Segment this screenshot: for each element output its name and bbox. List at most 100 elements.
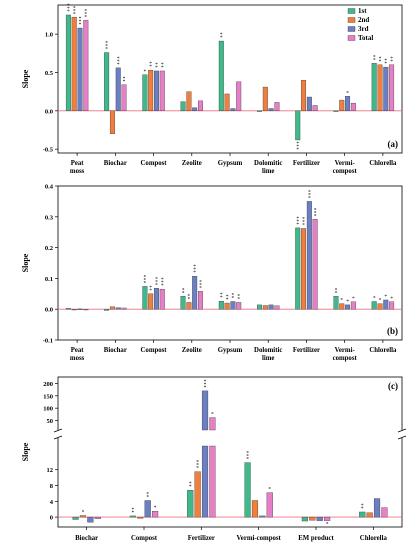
bar-1st-8 <box>371 301 377 310</box>
x-tick-label: Zeolite <box>182 160 202 167</box>
bar-3rd-2 <box>201 445 209 518</box>
significance-label: * <box>82 510 85 516</box>
bar-total-3 <box>266 492 273 518</box>
bar-2nd-1 <box>109 110 115 135</box>
axis-break-mark <box>53 435 63 440</box>
significance-label: ** <box>384 58 387 67</box>
bar-3rd-6 <box>306 201 312 310</box>
legend-swatch-3rd <box>347 26 356 32</box>
significance-label: ** <box>188 293 191 302</box>
y-tick-label: 200 <box>43 381 53 388</box>
bar-total-4 <box>324 516 331 521</box>
significance-label: *** <box>79 16 82 28</box>
bar-1st-3 <box>180 296 186 310</box>
bar-3rd-6 <box>306 96 312 111</box>
x-tick-label: Fertilizer <box>293 160 320 167</box>
significance-label: ** <box>390 56 393 65</box>
x-tick-label: Dolomitic lime <box>254 347 282 362</box>
bar-1st-6 <box>295 110 301 141</box>
bar-1st-2 <box>142 74 148 111</box>
y-tick-label: 12 <box>47 467 54 474</box>
significance-label: ** <box>149 61 152 70</box>
significance-label: ** <box>155 62 158 71</box>
significance-label: * <box>352 296 355 302</box>
bar-3rd-5 <box>373 498 381 518</box>
significance-label: * <box>143 69 146 75</box>
bar-1st-6 <box>295 227 301 310</box>
bar-1st-2 <box>142 286 148 310</box>
bar-2nd-7 <box>339 99 345 111</box>
significance-label: ** <box>220 292 223 301</box>
y-tick-label: 0.0 <box>45 307 53 314</box>
x-tick-label: Compost <box>131 535 158 542</box>
axis-break-mark <box>397 428 407 433</box>
y-tick-label: 150 <box>43 393 53 400</box>
x-tick-label: Vermi-compost <box>237 535 282 542</box>
y-axis-label: Slope <box>21 253 30 272</box>
legend-label: Total <box>358 34 373 42</box>
significance-label: *** <box>155 276 158 288</box>
x-tick-label: Vermi-compost <box>333 347 358 362</box>
legend-label: 3rd <box>358 25 369 33</box>
significance-label: ** <box>335 287 338 296</box>
bar-1st-1 <box>104 52 110 111</box>
x-tick-label: Zeolite <box>182 347 202 354</box>
bar-3rd-3 <box>259 515 266 518</box>
significance-label: *** <box>67 3 70 15</box>
bar-2nd-6 <box>301 228 307 310</box>
significance-label: *** <box>204 379 207 391</box>
bar-total-5 <box>274 102 280 111</box>
bar-2nd-5 <box>366 512 373 518</box>
significance-label: * <box>346 299 349 305</box>
significance-label: *** <box>199 279 202 291</box>
bar-2nd-7 <box>339 303 345 310</box>
significance-label: *** <box>161 277 164 289</box>
bar-total-7 <box>350 301 356 310</box>
significance-label: *** <box>193 264 196 276</box>
significance-label: ** <box>149 285 152 294</box>
bar-1st-0 <box>65 308 71 310</box>
bar-2nd-3 <box>186 91 192 111</box>
panel-label: (c) <box>388 381 398 391</box>
legend-label: 1st <box>358 7 367 15</box>
significance-label: ** <box>232 293 235 302</box>
legend-swatch-2nd <box>347 17 356 23</box>
significance-label: * <box>340 298 343 304</box>
legend-swatch-total <box>347 35 356 41</box>
significance-label: *** <box>296 141 299 153</box>
bar-2nd-6 <box>301 79 307 111</box>
bar-3rd-0 <box>77 27 83 111</box>
bar-1st-1 <box>129 515 136 518</box>
significance-label: *** <box>314 207 317 219</box>
significance-label: * <box>268 487 271 493</box>
legend-swatch-1st <box>347 8 356 14</box>
plot-frame <box>57 185 403 341</box>
x-tick-label: Biochar <box>75 535 98 542</box>
significance-label: * <box>346 90 349 96</box>
significance-label: ** <box>132 507 135 516</box>
bar-1st-0 <box>65 14 71 111</box>
significance-label: *** <box>73 5 76 17</box>
significance-label: ** <box>161 62 164 71</box>
x-tick-label: EM product <box>298 535 334 542</box>
bar-3rd-7 <box>345 96 351 111</box>
significance-label: *** <box>296 216 299 228</box>
significance-label: * <box>379 298 382 304</box>
bar-total-5 <box>381 507 388 518</box>
bar-3rd-2 <box>153 70 159 111</box>
bar-total-3 <box>198 100 203 111</box>
bar-2nd-0 <box>79 515 87 518</box>
bar-3rd-7 <box>345 304 351 310</box>
y-tick-label: 4 <box>50 499 54 506</box>
significance-label: * <box>373 296 376 302</box>
y-tick-label: -0.1 <box>43 338 53 345</box>
x-tick-label: Gypsum <box>218 160 243 167</box>
bar-3rd-1 <box>115 307 121 310</box>
bar-1st-4 <box>218 40 224 111</box>
axis-break-mark <box>53 428 63 433</box>
significance-label: *** <box>143 274 146 286</box>
bar-total-3 <box>198 291 203 310</box>
y-tick-label: 100 <box>43 406 53 413</box>
bar-3rd-2 <box>153 288 159 310</box>
